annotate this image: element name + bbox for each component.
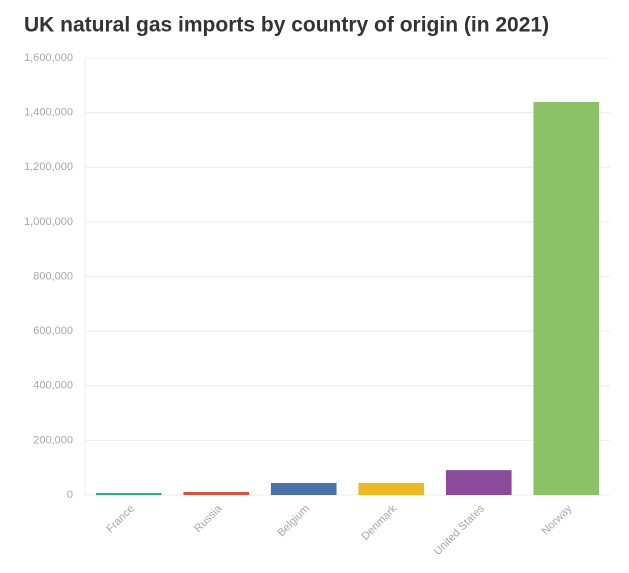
x-tick-label: Russia (192, 502, 225, 535)
x-tick-label: France (104, 503, 137, 536)
bar (95, 493, 162, 495)
x-tick-label: United States (432, 502, 488, 558)
y-tick-label: 400,000 (33, 380, 73, 392)
y-tick-label: 200,000 (33, 434, 73, 446)
x-tick-label: Denmark (359, 502, 399, 542)
bar (358, 482, 425, 495)
y-tick-label: 1,600,000 (24, 52, 73, 64)
y-tick-label: 600,000 (33, 325, 73, 337)
y-tick-label: 1,200,000 (24, 161, 73, 173)
bar (270, 482, 337, 495)
bar (183, 491, 250, 495)
y-tick-label: 1,000,000 (24, 216, 73, 228)
chart-title: UK natural gas imports by country of ori… (24, 14, 549, 37)
x-tick-label: Belgium (275, 503, 312, 540)
bar (445, 470, 512, 495)
x-tick-label: Norway (540, 502, 575, 537)
y-tick-label: 0 (67, 489, 73, 501)
y-tick-label: 1,400,000 (24, 107, 73, 119)
bar (533, 101, 600, 496)
y-tick-label: 800,000 (33, 270, 73, 282)
